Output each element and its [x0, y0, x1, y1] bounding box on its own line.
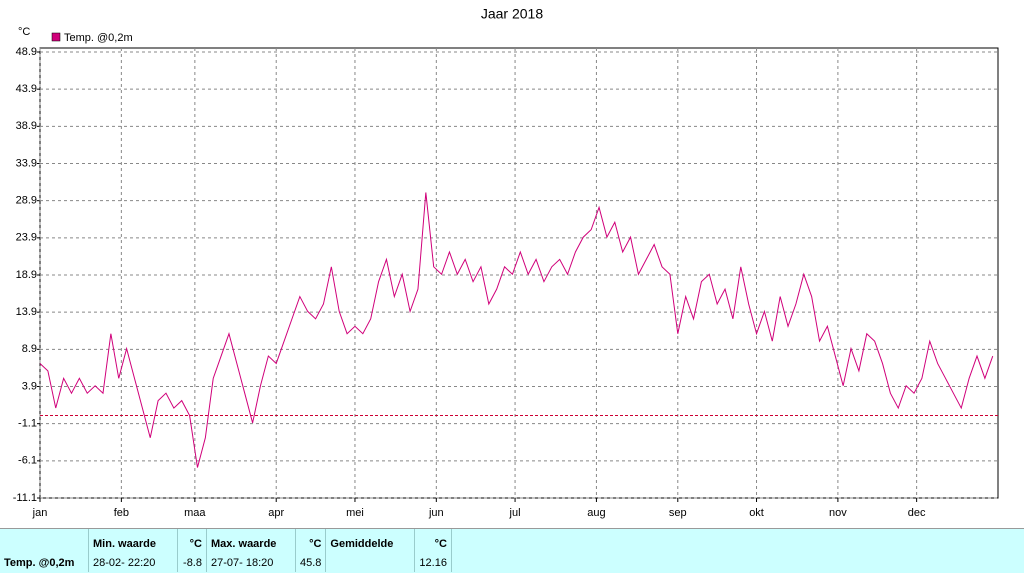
chart-title: Jaar 2018 — [481, 6, 543, 22]
cell: 45.8 — [295, 553, 327, 572]
chart: Jaar 2018 °C -11.1 -6.1 -1.1 3.9 8.9 13.9 18.9… — [13, 6, 999, 519]
x-tick-label: sep — [669, 507, 687, 519]
plot-area — [39, 47, 999, 499]
cell: Temp. @0,2m — [0, 553, 89, 572]
data-row: Temp. @0,2m 28-02- 22:20 -8.8 27-07- 18:… — [0, 553, 452, 572]
x-tick-label: dec — [908, 507, 926, 519]
y-tick-label: 43.9 — [16, 83, 37, 95]
y-tick-label: 8.9 — [22, 343, 37, 355]
legend-label: Temp. @0,2m — [64, 32, 133, 44]
y-tick-label: 33.9 — [16, 157, 37, 169]
x-tick-label: jun — [428, 507, 444, 519]
stats-table: Min. waarde °C Max. waarde °C Gemiddelde… — [0, 529, 452, 572]
cell: 12.16 — [414, 553, 452, 572]
y-tick-label: 3.9 — [22, 380, 37, 392]
y-tick-label: 28.9 — [16, 195, 37, 207]
cell: 27-07- 18:20 — [206, 553, 296, 572]
y-tick-label: 13.9 — [16, 306, 37, 318]
x-tick-label: nov — [829, 507, 847, 519]
cell: Gemiddelde — [325, 529, 416, 553]
y-tick-label: 23.9 — [16, 232, 37, 244]
cell: Min. waarde — [88, 529, 178, 553]
y-tick-label: 18.9 — [16, 269, 37, 281]
x-tick-label: mei — [346, 507, 364, 519]
cell: 28-02- 22:20 — [88, 553, 178, 572]
x-tick-label: jan — [32, 507, 48, 519]
y-tick-label: -11.1 — [13, 492, 37, 504]
cell — [0, 529, 89, 553]
cell — [325, 553, 416, 572]
y-unit: °C — [18, 26, 30, 38]
cell: -8.8 — [177, 553, 207, 572]
x-tick-label: okt — [749, 507, 764, 519]
cell: °C — [295, 529, 327, 553]
y-tick-label: 38.9 — [16, 120, 37, 132]
x-tick-label: feb — [114, 507, 129, 519]
y-tick-label: -6.1 — [18, 455, 37, 467]
stats-panel: Min. waarde °C Max. waarde °C Gemiddelde… — [0, 528, 1024, 573]
x-tick-label: apr — [268, 507, 284, 519]
cell: Max. waarde — [206, 529, 296, 553]
x-tick-label: jul — [509, 507, 521, 519]
data-line — [39, 192, 994, 468]
cell: °C — [414, 529, 452, 553]
y-tick-label: -1.1 — [18, 418, 37, 430]
x-tick-label: maa — [184, 507, 206, 519]
y-tick-label: 48.9 — [16, 46, 37, 58]
header-row: Min. waarde °C Max. waarde °C Gemiddelde… — [0, 529, 452, 553]
cell: °C — [177, 529, 207, 553]
legend-swatch — [51, 32, 61, 42]
x-tick-label: aug — [587, 507, 605, 519]
